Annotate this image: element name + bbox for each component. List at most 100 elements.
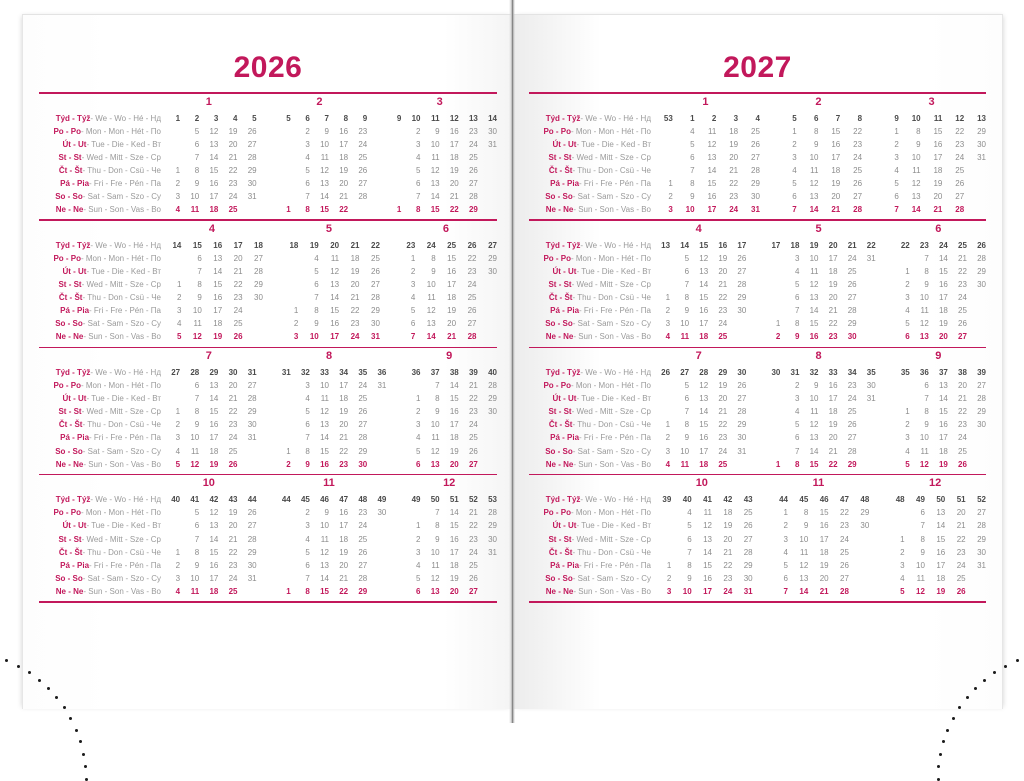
month-gap [257, 546, 272, 559]
day-number-cell: 14 [449, 381, 459, 391]
month-gap [746, 348, 761, 366]
day-number-cell: 20 [233, 253, 243, 263]
day-number-cell: 20 [831, 192, 841, 202]
week-number-cell: 5 [252, 113, 257, 123]
day-label-abbr: Út - Ut [62, 266, 87, 276]
day-number-cell: 27 [737, 266, 747, 276]
day-number-cell: 17 [339, 521, 349, 531]
day-number-cell [478, 203, 497, 216]
month-gap [753, 559, 768, 572]
day-number-cell: 18 [723, 508, 733, 518]
day-number-cell: 9 [435, 534, 440, 544]
perforation-dot [938, 752, 942, 756]
day-number-cell: 18 [209, 446, 219, 456]
day-number-cell: 10 [911, 152, 921, 162]
day-label-translations: - Fri - Fre - Pén - Па [579, 306, 651, 316]
day-number-cell: 22 [718, 293, 728, 303]
day-number-cell [478, 177, 497, 190]
day-number-cell: 27 [840, 573, 849, 583]
day-number-cell: 12 [699, 381, 709, 391]
day-label-translations: - Tue - Die - Ked - Вт [576, 139, 651, 149]
week-number-cell: 7 [835, 113, 841, 123]
day-number-cell: 15 [320, 446, 329, 456]
week-number-cell: 52 [468, 495, 478, 505]
day-number-cell: 23 [956, 547, 966, 557]
week-number-cell: 32 [809, 368, 819, 377]
day-number-cell [761, 379, 780, 392]
day-label: Ne - Ne- Sun - Son - Vas - Во [39, 585, 161, 598]
day-label-abbr: Po - Po [53, 126, 81, 136]
day-number-cell [761, 265, 780, 278]
day-number-cell: 30 [751, 192, 760, 202]
day-label-translations: - Sun - Son - Vas - Во [573, 205, 651, 215]
day-number-cell: 28 [488, 381, 497, 391]
month-header-row: 10 11 12 [39, 475, 497, 493]
day-number-cell: 29 [358, 586, 368, 596]
week-number-cell: 11 [933, 113, 943, 123]
day-label: Týd - Týž- We - Wo - Hé - Нд [529, 493, 651, 506]
day-number-cell: 19 [228, 508, 238, 518]
day-number-cell: 3 [416, 547, 421, 557]
month-gap [386, 519, 401, 532]
week-number-cell: 45 [300, 495, 310, 505]
day-number-cell: 24 [350, 332, 360, 342]
day-number-cell: 16 [209, 178, 219, 188]
day-label-abbr: Pá - Pia [60, 178, 90, 188]
day-number-cell: 15 [809, 319, 819, 329]
day-number-cell: 13 [320, 560, 329, 570]
day-number-cell: 20 [828, 293, 838, 303]
day-label: So - So- Sat - Sam - Szo - Су [39, 317, 161, 330]
day-number-cell: 5 [792, 178, 797, 188]
month-gap [746, 317, 761, 330]
day-number-cell [966, 572, 986, 585]
day-row: Týd - Týž- We - Wo - Hé - Нд 53 1 2 3 4 5 6 7 8 9 1… [529, 112, 986, 125]
quarter-block: 10 11 12 Týd - Týž- We - Wo - Hé - Нд 39 40 41… [513, 475, 1002, 598]
day-number-cell: 13 [938, 381, 948, 391]
day-number-cell: 14 [938, 394, 948, 404]
day-label-abbr: Út - Ut [552, 394, 577, 404]
day-number-cell: 12 [320, 165, 329, 175]
day-number-cell: 12 [911, 178, 921, 188]
day-number-cell: 23 [840, 521, 849, 531]
day-number-cell: 18 [933, 165, 943, 175]
day-number-cell [476, 291, 497, 304]
week-number-cell: 35 [866, 368, 876, 377]
day-label-abbr: St - St [58, 152, 82, 162]
day-number-cell: 30 [247, 420, 257, 430]
day-row: Ne - Ne- Sun - Son - Vas - Во 5 12 19 26 2 9 16… [39, 458, 497, 471]
label-spacer [529, 221, 651, 239]
day-number-cell: 19 [339, 547, 349, 557]
week-number-cell: 50 [430, 495, 440, 505]
quarter-table: 1 2 3 Týd - Týž- We - Wo - Hé - Нд 1 2 3 4 5 5 6 7 8… [39, 94, 497, 217]
day-label-translations: - Sun - Son - Vas - Во [83, 332, 161, 342]
week-number-cell: 8 [857, 113, 863, 123]
day-number-cell: 24 [729, 205, 739, 215]
day-label-translations: - Tue - Die - Ked - Вт [576, 521, 651, 531]
day-number-cell: 27 [737, 394, 747, 404]
day-number-cell: 17 [828, 394, 838, 404]
day-number-cell: 16 [209, 420, 219, 430]
day-number-cell: 15 [320, 205, 329, 215]
day-number-cell [967, 304, 986, 317]
day-number-cell [161, 265, 181, 278]
day-number-cell: 11 [320, 534, 329, 544]
day-number-cell: 5 [684, 381, 690, 391]
day-number-cell: 4 [416, 433, 421, 443]
day-number-cell: 5 [690, 139, 695, 149]
day-number-cell: 3 [894, 152, 899, 162]
day-number-cell: 10 [919, 433, 929, 443]
day-number-cell: 22 [350, 306, 360, 316]
day-number-cell [849, 585, 869, 598]
day-number-cell: 15 [819, 508, 829, 518]
day-row: Pá - Pia- Fri - Fre - Pén - Па 2 9 16 23 30 6 1… [39, 177, 497, 190]
day-number-cell: 5 [305, 165, 310, 175]
day-number-cell: 25 [228, 586, 238, 596]
day-number-cell: 22 [228, 407, 238, 417]
month-gap [380, 330, 395, 343]
day-number-cell: 14 [449, 508, 459, 518]
month-gap [386, 445, 401, 458]
month-gap [746, 405, 761, 418]
block-rule [529, 473, 986, 476]
day-number-cell: 17 [447, 280, 457, 290]
day-label-translations: - Tue - Die - Ked - Вт [576, 394, 651, 404]
